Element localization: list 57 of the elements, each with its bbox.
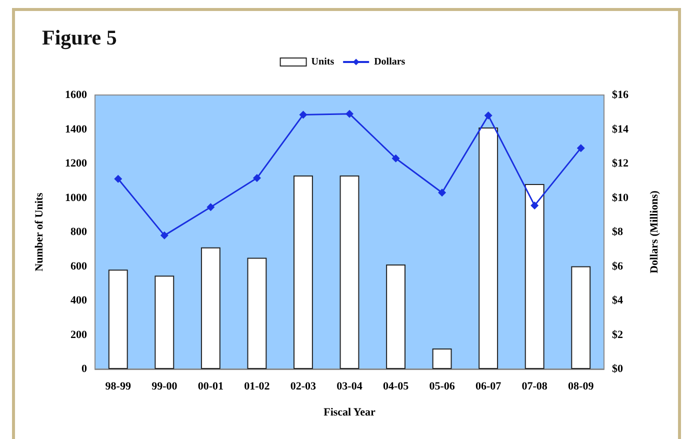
x-tick-label: 01-02 bbox=[244, 380, 270, 392]
y2-tick-label: $12 bbox=[612, 158, 629, 170]
bar bbox=[340, 175, 360, 369]
x-tick-label: 07-08 bbox=[522, 380, 548, 392]
y2-tick-label: $16 bbox=[612, 89, 629, 101]
legend-label: Units bbox=[311, 56, 334, 68]
legend-label: Dollars bbox=[374, 56, 406, 68]
point bbox=[576, 144, 585, 152]
x-tick-label: 98-99 bbox=[105, 380, 132, 392]
bar bbox=[571, 266, 591, 369]
y2-tick-label: $14 bbox=[612, 123, 629, 136]
y-tick-label: 1000 bbox=[65, 192, 88, 204]
y-tick-label: 200 bbox=[70, 328, 88, 341]
point bbox=[530, 201, 539, 210]
y2-tick-label: $6 bbox=[612, 260, 624, 272]
x-tick-label: 06-07 bbox=[475, 380, 502, 392]
y2-tick-label: $2 bbox=[612, 328, 624, 341]
bar bbox=[108, 270, 128, 369]
x-tick-label: 99-00 bbox=[152, 380, 178, 392]
point bbox=[299, 110, 308, 119]
y-tick-label: 1200 bbox=[65, 158, 88, 170]
y-tick-label: 600 bbox=[70, 260, 88, 272]
bar bbox=[200, 247, 220, 369]
point bbox=[392, 154, 400, 162]
y2-axis-title: Dollars (Millions) bbox=[648, 190, 660, 274]
bar bbox=[154, 276, 174, 369]
y-axis-title: Number of Units bbox=[34, 192, 46, 272]
x-tick-label: 08-09 bbox=[568, 380, 594, 392]
point bbox=[160, 231, 168, 240]
point bbox=[438, 188, 446, 197]
bar bbox=[247, 258, 267, 369]
y-tick-label: 800 bbox=[70, 226, 88, 238]
point bbox=[346, 110, 354, 118]
x-tick-label: 03-04 bbox=[336, 380, 363, 392]
y2-tick-label: $0 bbox=[612, 363, 624, 375]
x-tick-label: 02-03 bbox=[290, 380, 317, 392]
x-tick-label: 00-01 bbox=[198, 380, 224, 392]
y2-tick-label: $4 bbox=[612, 294, 624, 306]
x-tick-label: 05-06 bbox=[429, 380, 456, 392]
bar bbox=[294, 175, 313, 369]
bar bbox=[386, 264, 406, 369]
bar bbox=[524, 184, 544, 369]
point bbox=[206, 203, 215, 212]
bar bbox=[432, 348, 452, 369]
y-tick-label: 0 bbox=[82, 363, 88, 375]
point bbox=[252, 174, 261, 182]
y2-tick-label: $8 bbox=[612, 226, 624, 238]
chart-title: Figure 5 bbox=[42, 26, 117, 50]
bar bbox=[478, 128, 498, 369]
x-tick-label: 04-05 bbox=[382, 380, 410, 392]
y2-tick-label: $10 bbox=[612, 192, 629, 204]
y-tick-label: 1600 bbox=[65, 89, 88, 101]
y-tick-label: 1400 bbox=[65, 123, 88, 136]
point bbox=[114, 174, 122, 183]
point bbox=[484, 112, 492, 120]
x-axis-title: Fiscal Year bbox=[324, 406, 376, 418]
y-tick-label: 400 bbox=[70, 294, 88, 306]
